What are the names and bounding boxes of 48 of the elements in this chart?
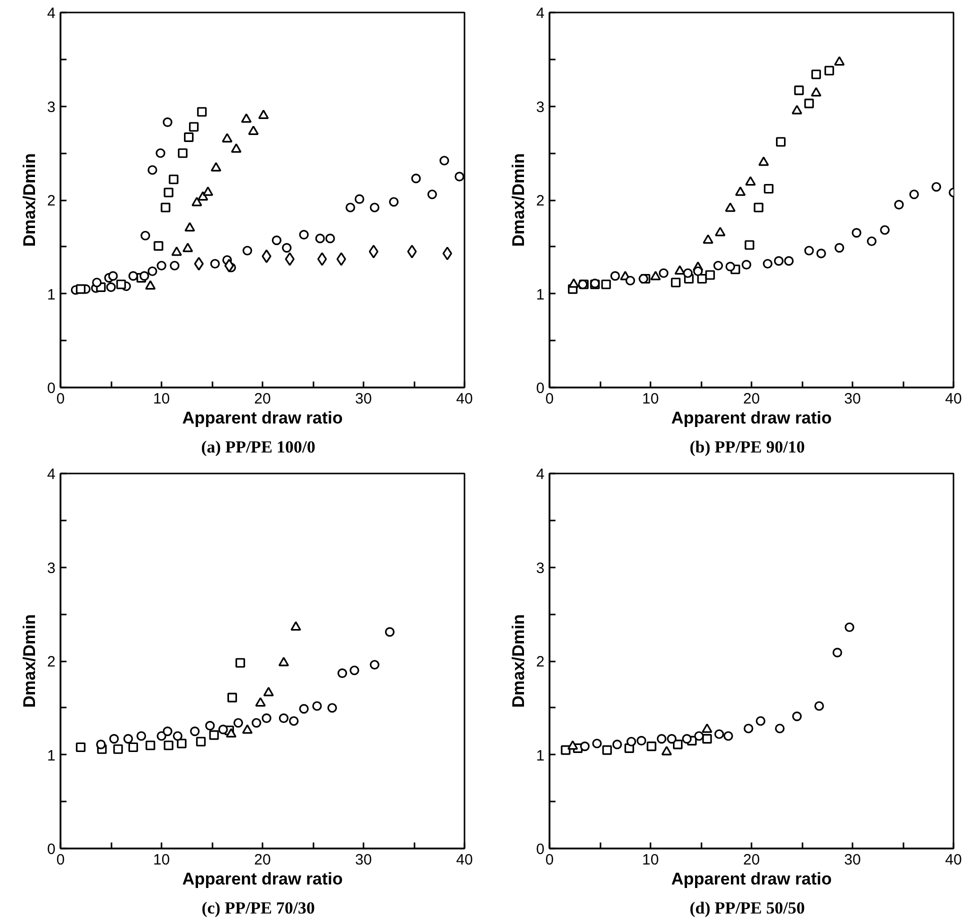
y-tick-label: 0 <box>47 841 56 858</box>
y-tick-label: 0 <box>47 380 56 397</box>
x-tick-label: 10 <box>153 390 170 408</box>
x-tick-label: 30 <box>844 852 861 868</box>
y-tick-label: 1 <box>536 747 544 764</box>
text: (b) PP/PE 90/10 <box>690 438 805 456</box>
y-tick-label: 2 <box>47 192 56 210</box>
text: (a) PP/PE 100/0 <box>201 438 316 456</box>
y-tick-label: 2 <box>47 654 56 670</box>
y-axis-title: Dmax/Dmin <box>20 153 40 247</box>
y-tick-label: 3 <box>47 98 56 116</box>
x-tick-label: 10 <box>642 390 659 408</box>
x-tick-label: 40 <box>945 852 962 868</box>
x-tick-label: 30 <box>355 390 372 408</box>
x-tick-label: 10 <box>153 852 170 868</box>
x-axis-title: Apparent draw ratio <box>182 408 343 428</box>
y-axis-title: Dmax/Dmin <box>509 614 528 708</box>
y-tick-label: 3 <box>47 560 56 577</box>
y-tick-label: 4 <box>536 466 544 483</box>
y-tick-label: 4 <box>536 5 544 22</box>
x-axis-title: Apparent draw ratio <box>671 408 832 428</box>
x-tick-label: 20 <box>254 390 271 408</box>
y-tick-label: 1 <box>47 747 56 764</box>
x-tick-label: 10 <box>642 852 659 868</box>
y-tick-label: 0 <box>536 841 544 858</box>
x-axis-title: Apparent draw ratio <box>671 870 832 888</box>
text: (d) PP/PE 50/50 <box>690 898 805 918</box>
y-tick-label: 3 <box>536 98 544 116</box>
text: (c) PP/PE 70/30 <box>202 898 315 918</box>
y-tick-label: 4 <box>47 5 56 22</box>
y-tick-label: 0 <box>536 380 544 397</box>
x-axis-title: Apparent draw ratio <box>182 870 343 888</box>
y-tick-label: 1 <box>536 286 544 304</box>
x-tick-label: 20 <box>743 390 760 408</box>
y-tick-label: 1 <box>47 286 56 304</box>
y-tick-label: 2 <box>536 192 544 210</box>
y-axis-title: Dmax/Dmin <box>20 614 40 708</box>
x-tick-label: 20 <box>743 852 760 868</box>
x-tick-label: 40 <box>945 390 962 408</box>
y-tick-label: 3 <box>536 560 544 577</box>
x-tick-label: 20 <box>254 852 271 868</box>
y-axis-title: Dmax/Dmin <box>509 153 528 247</box>
y-tick-label: 2 <box>536 654 544 670</box>
x-tick-label: 30 <box>355 852 372 868</box>
x-tick-label: 40 <box>456 390 473 408</box>
x-tick-label: 30 <box>844 390 861 408</box>
x-tick-label: 40 <box>456 852 473 868</box>
y-tick-label: 4 <box>47 466 56 483</box>
